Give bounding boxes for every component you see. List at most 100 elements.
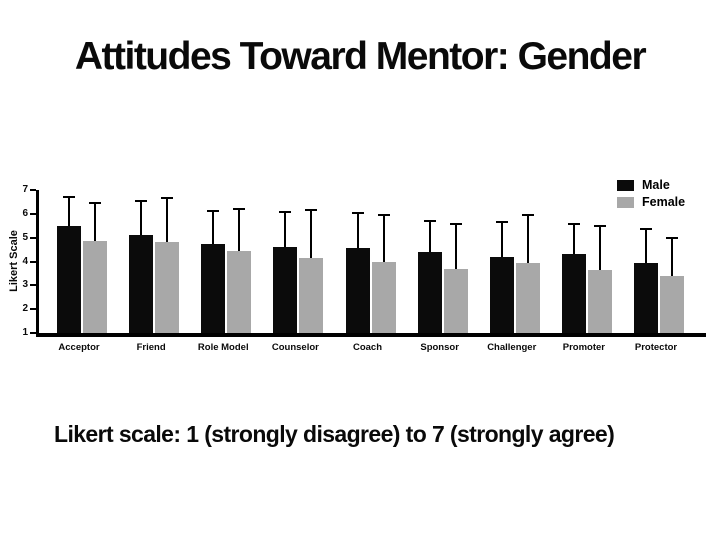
error-bar-cap [233, 207, 246, 210]
x-label-text: Role Model [197, 342, 249, 353]
bar-male-sponsor [417, 219, 442, 333]
legend-label-male: Male [642, 178, 670, 192]
error-bar-cap [63, 195, 75, 198]
legend-item-female: Female [617, 195, 685, 209]
x-label-text: Acceptor [58, 342, 100, 353]
error-bar [666, 236, 678, 276]
x-label-protector: Protector [631, 342, 681, 353]
bar-female-role-model [227, 207, 252, 333]
bar-female-challenger [515, 213, 540, 333]
x-label-promoter: Promoter [559, 342, 609, 353]
error-bar-cap [305, 209, 318, 212]
error-bar [495, 220, 508, 257]
x-label-role-model: Role Model [197, 342, 249, 353]
error-bar-line [645, 228, 647, 263]
error-bar [521, 213, 534, 263]
y-tick-mark [30, 212, 36, 215]
error-bar-line [140, 199, 143, 236]
bar-female-coach [371, 213, 396, 333]
x-label-friend: Friend [126, 342, 176, 353]
y-tick-mark [30, 189, 36, 191]
error-bar-cap [423, 219, 436, 222]
x-label-text: Coach [352, 342, 383, 353]
error-bar-line [454, 223, 457, 269]
error-bar [423, 219, 436, 252]
bar-group-counselor [273, 190, 324, 333]
bar-male-promoter [561, 223, 586, 333]
bar-female-friend [155, 197, 180, 333]
y-tick-mark [30, 308, 36, 311]
error-bar-line [382, 213, 385, 262]
x-label-text: Challenger [487, 342, 537, 353]
error-bar-cap [495, 220, 508, 223]
error-bar-cap [207, 210, 220, 213]
bar-female-acceptor [83, 201, 107, 333]
bar-male-coach [345, 211, 370, 333]
error-bar-line [166, 197, 169, 243]
bar-female-promoter [587, 224, 612, 333]
error-bar-cap [449, 223, 462, 226]
legend-label-female: Female [642, 195, 686, 209]
x-label-text: Protector [634, 342, 678, 353]
error-bar-line [310, 209, 313, 258]
error-bar-line [284, 211, 287, 248]
x-label-counselor: Counselor [270, 342, 320, 353]
y-tick-label-7: 7 [22, 184, 28, 195]
bar-female-sponsor [443, 223, 468, 333]
slide-title: Attitudes Toward Mentor: Gender [74, 35, 647, 78]
x-axis-labels: Acceptor Friend Role Model Counselor Coach Sp… [36, 342, 703, 353]
y-tick-label-4: 4 [22, 255, 28, 267]
x-label-challenger: Challenger [487, 342, 537, 353]
error-bar [279, 211, 292, 248]
error-bar [351, 211, 364, 249]
error-bar-cap [666, 236, 678, 239]
error-bar-cap [161, 197, 174, 200]
error-bar-cap [135, 199, 148, 202]
caption: Likert scale: 1 (strongly disagree) to 7… [54, 421, 615, 447]
y-tick-mark [30, 284, 36, 287]
male-swatch-icon [617, 179, 634, 191]
error-bar-line [356, 211, 359, 249]
bar-male-role-model [201, 210, 226, 333]
x-label-text: Counselor [271, 342, 319, 353]
error-bar-cap [640, 228, 652, 231]
bar-female-protector [660, 236, 684, 333]
y-tick-mark [30, 260, 36, 263]
bar-group-acceptor [57, 190, 107, 333]
error-bar-line [212, 210, 215, 244]
error-bar-cap [351, 211, 364, 214]
y-tick-label-2: 2 [22, 303, 28, 315]
error-bar-line [671, 236, 673, 276]
x-label-text: Sponsor [420, 342, 459, 353]
x-label-sponsor: Sponsor [415, 342, 465, 353]
legend: Male Female [617, 178, 685, 209]
x-label-text: Friend [136, 342, 166, 353]
x-label-acceptor: Acceptor [54, 342, 104, 353]
bars-row [39, 190, 706, 333]
error-bar [233, 207, 246, 251]
bar-female-counselor [299, 209, 324, 333]
legend-item-male: Male [617, 178, 685, 192]
error-bar [305, 209, 318, 258]
error-bar-cap [567, 223, 580, 226]
error-bar-line [238, 207, 241, 251]
bar-group-role-model [201, 190, 252, 333]
error-bar [89, 201, 101, 242]
bar-group-coach [345, 190, 396, 333]
bar-group-sponsor [417, 190, 468, 333]
error-bar [640, 228, 652, 263]
error-bar [161, 197, 174, 243]
error-bar-cap [521, 213, 534, 216]
error-bar [567, 223, 580, 255]
bar-male-counselor [273, 211, 298, 333]
bar-male-friend [129, 199, 154, 333]
error-bar-line [500, 220, 503, 257]
y-tick-label-6: 6 [22, 207, 28, 219]
error-bar-line [94, 201, 96, 242]
error-bar-cap [377, 213, 390, 216]
error-bar-line [598, 224, 601, 270]
y-tick-mark [30, 236, 36, 239]
bar-group-friend [129, 190, 180, 333]
